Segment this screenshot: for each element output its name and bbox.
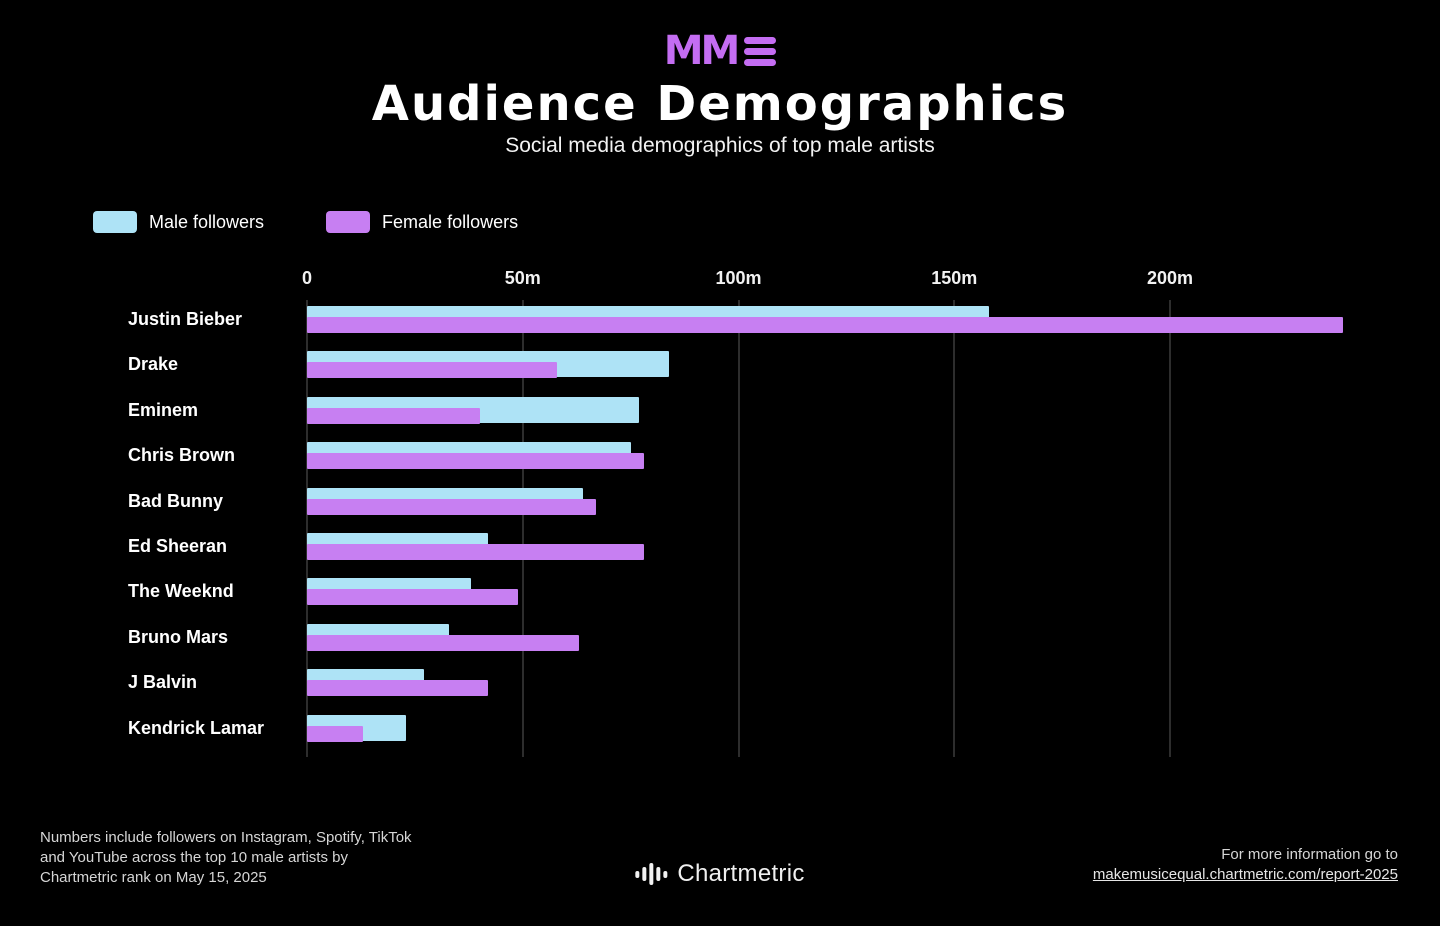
female-followers-bar [307,317,1343,333]
footnote-line: Numbers include followers on Instagram, … [40,829,412,846]
chartmetric-brand-text: Chartmetric [677,860,805,887]
female-followers-bar [307,407,480,424]
x-axis-tick-label: 50m [504,268,541,288]
artist-label: Eminem [128,399,199,420]
legend-swatch-female [326,211,371,233]
gridline [737,300,740,757]
chart-row: Bruno Mars [0,620,1440,665]
gridline [306,300,308,757]
chart-row: Ed Sheeran [0,529,1440,574]
x-axis-tick-label: 150m [931,268,978,288]
female-followers-bar [307,362,558,379]
legend-label-female: Female followers [382,211,519,232]
footnote: Numbers include followers on Instagram, … [40,828,412,888]
artist-label: The Weeknd [128,581,234,602]
female-followers-bar [307,725,364,742]
page-subtitle: Social media demographics of top male ar… [505,134,935,157]
page-title: Audience Demographics [371,76,1069,132]
mme-logo-text: MM [663,28,741,74]
artist-label: J Balvin [128,672,198,693]
x-axis-tick-label: 0 [301,268,313,288]
chartmetric-brand: Chartmetric [635,860,804,888]
footnote-line: and YouTube across the top 10 male artis… [40,849,348,866]
chart-row: Eminem [0,393,1440,438]
chart-row: The Weeknd [0,574,1440,619]
chart-row: Justin Bieber [0,302,1440,347]
gridline [521,300,524,757]
artist-label: Ed Sheeran [128,536,228,556]
legend-item-male: Male followers [93,211,264,233]
gridline [1169,300,1171,757]
chart-row: J Balvin [0,665,1440,710]
report-link[interactable]: makemusicequal.chartmetric.com/report-20… [1092,866,1398,883]
chartmetric-waveform-icon [635,863,668,885]
chart-row: Bad Bunny [0,484,1440,529]
legend-label-male: Male followers [149,211,265,232]
x-axis-tick-label: 200m [1146,268,1194,288]
mme-logo-bars-icon [744,36,777,66]
more-info: For more information go to makemusicequa… [1093,845,1398,885]
x-axis-tick-label: 100m [715,268,762,288]
mme-logo: MM [0,28,1440,74]
artist-label: Bruno Mars [128,626,229,647]
chart-row: Kendrick Lamar [0,711,1440,756]
chart-row: Drake [0,347,1440,392]
artist-label: Chris Brown [128,445,236,466]
legend-item-female: Female followers [326,211,518,233]
female-followers-bar [307,453,644,470]
more-info-text: For more information go to [1221,846,1398,863]
artist-label: Justin Bieber [128,309,243,329]
female-followers-bar [307,680,489,697]
footnote-line: Chartmetric rank on May 15, 2025 [40,869,267,886]
female-followers-bar [307,634,579,651]
gridline [953,300,956,757]
chart-row: Chris Brown [0,438,1440,483]
artist-label: Drake [128,354,179,375]
female-followers-bar [307,544,644,560]
artist-label: Bad Bunny [128,490,224,511]
legend-swatch-male [93,211,137,233]
artist-label: Kendrick Lamar [128,717,265,738]
female-followers-bar [307,589,519,606]
female-followers-bar [307,498,597,515]
chart-legend: Male followers Female followers [93,211,518,233]
